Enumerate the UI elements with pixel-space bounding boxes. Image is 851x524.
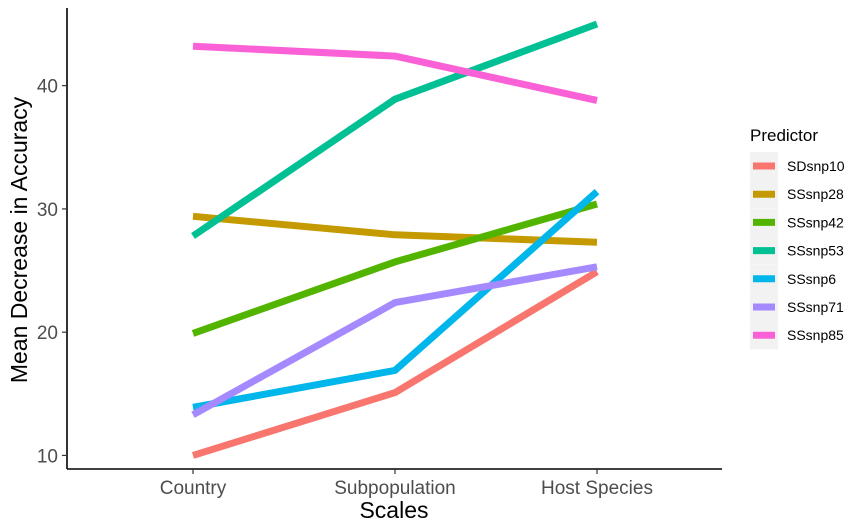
y-tick-label: 20 xyxy=(37,323,58,344)
x-tick-label: Country xyxy=(160,478,227,499)
legend-label-sssnp85: SSsnp85 xyxy=(787,327,844,343)
series-line-sssnp28 xyxy=(192,212,598,246)
y-tick-label: 40 xyxy=(37,77,58,98)
series-line-sssnp42 xyxy=(191,200,598,337)
legend-title: Predictor xyxy=(750,126,818,145)
y-tick-label: 30 xyxy=(37,200,58,221)
series-line-sdsnp10 xyxy=(191,268,599,459)
legend: Predictor SDsnp10 SSsnp28 SSsnp42 SSsnp53 SS… xyxy=(750,126,845,350)
x-axis-title: Scales xyxy=(359,497,428,523)
y-axis-ticks: 10 20 30 40 xyxy=(37,77,67,467)
legend-label-sssnp6: SSsnp6 xyxy=(787,271,836,287)
legend-label-sssnp53: SSsnp53 xyxy=(787,243,844,259)
legend-label-sssnp71: SSsnp71 xyxy=(787,299,844,315)
legend-label-sdsnp10: SDsnp10 xyxy=(787,158,845,174)
series-line-sssnp85 xyxy=(192,42,598,104)
x-tick-label: Host Species xyxy=(541,478,653,499)
y-tick-label: 10 xyxy=(37,446,58,467)
legend-label-sssnp28: SSsnp28 xyxy=(787,186,844,202)
x-axis-ticks: Country Subpopulation Host Species xyxy=(160,469,653,499)
series-line-sssnp71 xyxy=(191,263,598,418)
series-line-sssnp53 xyxy=(191,20,599,239)
plot-area xyxy=(191,20,600,459)
x-tick-label: Subpopulation xyxy=(334,478,456,499)
legend-label-sssnp42: SSsnp42 xyxy=(787,214,844,230)
y-axis-title: Mean Decrease in Accuracy xyxy=(6,96,32,383)
series-line-sssnp6 xyxy=(192,189,600,411)
